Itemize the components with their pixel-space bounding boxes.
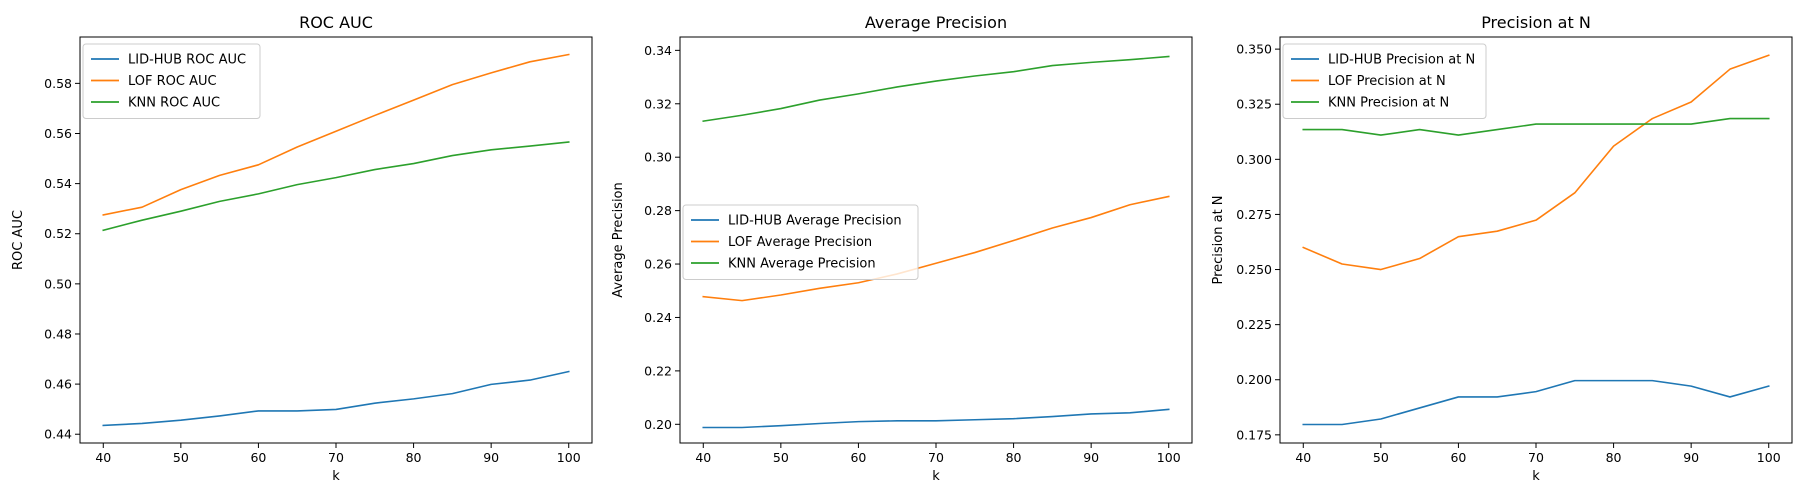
y-tick-label: 0.50 xyxy=(44,276,72,291)
y-tick-label: 0.54 xyxy=(44,176,72,191)
y-tick-label: 0.20 xyxy=(644,417,672,432)
x-tick-label: 60 xyxy=(850,450,866,465)
y-tick-label: 0.32 xyxy=(644,96,672,111)
series-line-1 xyxy=(702,408,1170,429)
series-line-3 xyxy=(702,55,1170,123)
series-line-3 xyxy=(102,141,570,232)
y-tick-label: 0.24 xyxy=(644,310,672,325)
legend-label: KNN ROC AUC xyxy=(128,96,220,111)
x-tick-label: 60 xyxy=(1450,450,1466,465)
y-tick-label: 0.28 xyxy=(644,203,672,218)
x-tick-label: 40 xyxy=(695,450,711,465)
y-tick-label: 0.225 xyxy=(1236,317,1272,332)
series-line-2 xyxy=(702,195,1170,302)
chart-panel-2: Average Precision 40 50 60 70 80 90 100 0.20 0.22… xyxy=(611,13,1193,484)
series-lines xyxy=(102,53,570,427)
legend-label: LOF Average Precision xyxy=(728,235,872,250)
legend-label: LID-HUB ROC AUC xyxy=(128,53,246,68)
series-line-1 xyxy=(102,370,570,427)
x-tick-label: 50 xyxy=(1373,450,1389,465)
y-tick-label: 0.350 xyxy=(1236,42,1272,57)
x-tick-label: 90 xyxy=(483,450,499,465)
legend-label: LID-HUB Average Precision xyxy=(728,214,902,229)
x-tick-label: 60 xyxy=(250,450,266,465)
legend: LID-HUB ROC AUC LOF ROC AUC KNN ROC AUC xyxy=(82,43,261,119)
x-tick-label: 70 xyxy=(328,450,344,465)
x-tick-label: 100 xyxy=(1757,450,1781,465)
series-lines xyxy=(1302,54,1770,426)
x-tick-label: 70 xyxy=(928,450,944,465)
y-tick-label: 0.300 xyxy=(1236,152,1272,167)
x-tick-label: 100 xyxy=(1157,450,1181,465)
y-tick-label: 0.58 xyxy=(44,76,72,91)
legend-label: KNN Precision at N xyxy=(1328,96,1449,111)
series-line-2 xyxy=(1302,54,1770,271)
y-tick-label: 0.22 xyxy=(644,363,672,378)
y-tick-label: 0.250 xyxy=(1236,262,1272,277)
legend-label: KNN Average Precision xyxy=(728,257,876,272)
x-axis-label: k xyxy=(332,469,340,484)
chart-title: Average Precision xyxy=(865,13,1007,32)
x-tick-label: 90 xyxy=(1083,450,1099,465)
y-axis-label: ROC AUC xyxy=(11,210,26,270)
x-tick-label: 40 xyxy=(1295,450,1311,465)
chart-title: ROC AUC xyxy=(299,13,373,32)
x-tick-label: 100 xyxy=(557,450,581,465)
y-tick-label: 0.175 xyxy=(1236,427,1272,442)
x-axis-label: k xyxy=(1532,469,1540,484)
legend-box xyxy=(82,43,261,119)
y-tick-label: 0.26 xyxy=(644,257,672,272)
y-tick-label: 0.30 xyxy=(644,150,672,165)
legend-label: LOF Precision at N xyxy=(1328,74,1446,89)
y-tick-label: 0.52 xyxy=(44,226,72,241)
x-tick-label: 40 xyxy=(95,450,111,465)
y-tick-label: 0.325 xyxy=(1236,97,1272,112)
x-tick-label: 80 xyxy=(1006,450,1022,465)
x-tick-label: 80 xyxy=(1606,450,1622,465)
series-line-1 xyxy=(1302,379,1770,426)
y-axis-label: Average Precision xyxy=(611,182,626,298)
legend-label: LID-HUB Precision at N xyxy=(1328,53,1475,68)
y-tick-label: 0.56 xyxy=(44,126,72,141)
y-tick-label: 0.34 xyxy=(644,43,672,58)
chart-panel-3: Precision at N 40 50 60 70 80 90 100 0.175 0.200 0… xyxy=(1211,13,1793,484)
y-tick-label: 0.200 xyxy=(1236,372,1272,387)
x-tick-label: 80 xyxy=(406,450,422,465)
x-tick-label: 70 xyxy=(1528,450,1544,465)
series-lines xyxy=(702,55,1170,429)
y-axis-label: Precision at N xyxy=(1211,195,1226,284)
x-axis-label: k xyxy=(932,469,940,484)
y-tick-label: 0.275 xyxy=(1236,207,1272,222)
legend-box xyxy=(1282,43,1487,119)
legend-label: LOF ROC AUC xyxy=(128,74,217,89)
legend: LID-HUB Precision at N LOF Precision at N… xyxy=(1282,43,1487,119)
y-tick-label: 0.46 xyxy=(44,377,72,392)
x-tick-label: 50 xyxy=(773,450,789,465)
y-tick-label: 0.44 xyxy=(44,427,72,442)
y-tick-label: 0.48 xyxy=(44,326,72,341)
x-tick-label: 50 xyxy=(173,450,189,465)
legend-box xyxy=(682,204,919,280)
chart-panel-1: ROC AUC 40 50 60 70 80 90 100 0.44 0.46 0.48 0.50 0.… xyxy=(11,13,593,484)
series-line-2 xyxy=(102,53,570,216)
series-line-3 xyxy=(1302,117,1770,136)
x-tick-label: 90 xyxy=(1683,450,1699,465)
legend: LID-HUB Average Precision LOF Average Pre… xyxy=(682,204,919,280)
chart-title: Precision at N xyxy=(1481,13,1591,32)
